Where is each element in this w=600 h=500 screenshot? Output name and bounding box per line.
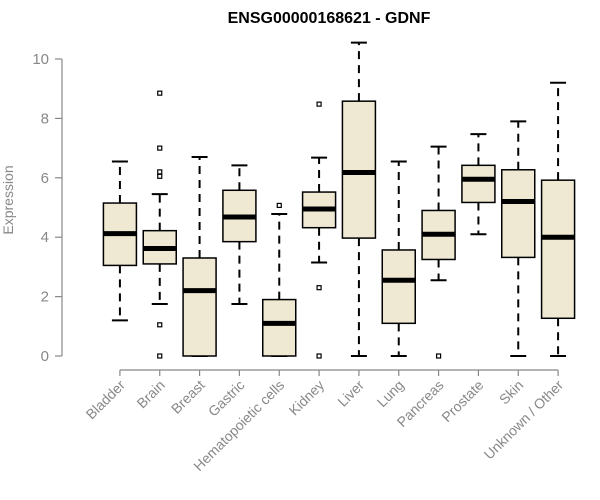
boxes [102, 41, 576, 359]
outlier-point [157, 322, 163, 328]
x-tick-label: Bladder [83, 377, 129, 423]
box-iqr [182, 257, 217, 357]
outlier-point [157, 90, 163, 96]
y-tick-label: 0 [41, 348, 49, 365]
box-iqr [341, 100, 377, 239]
y-axis: 0 2 4 6 8 10 [32, 51, 63, 365]
outlier-point [276, 202, 282, 209]
box-group [341, 41, 377, 357]
y-tick-label: 2 [41, 289, 49, 306]
box-group [222, 164, 257, 306]
y-tick-label: 6 [41, 170, 49, 187]
y-tick-label: 4 [41, 229, 49, 246]
outlier-point [316, 353, 322, 359]
box-group [501, 120, 536, 357]
x-tick-label: Prostate [438, 377, 486, 425]
x-tick-label: Breast [168, 377, 208, 417]
outlier-point [435, 353, 442, 359]
outlier-point [157, 173, 163, 179]
x-tick-label: Liver [334, 377, 367, 410]
outlier-point [316, 285, 322, 291]
y-axis-label: Expression [0, 165, 16, 234]
outlier-point [316, 101, 322, 107]
box-group [102, 160, 138, 322]
box-iqr [540, 179, 576, 320]
y-tick-label: 10 [32, 51, 49, 68]
outlier-point [157, 353, 163, 359]
box-iqr [262, 298, 297, 357]
x-tick-label: Lung [374, 377, 407, 410]
x-tick-label: Skin [496, 377, 527, 408]
outlier-point [157, 145, 163, 151]
box-iqr [381, 249, 416, 325]
box-iqr [501, 169, 536, 259]
outlier-point [157, 169, 163, 175]
box-group [182, 156, 217, 357]
chart-title: ENSG00000168621 - GDNF [228, 10, 431, 27]
x-tick-label: Brain [133, 377, 167, 411]
x-tick-label: Kidney [286, 377, 328, 419]
box-group [461, 133, 496, 236]
box-group [540, 81, 576, 357]
box-group [421, 145, 456, 359]
box-group [301, 101, 337, 359]
box-group [381, 160, 416, 357]
box-group [262, 202, 297, 357]
box-iqr [461, 164, 496, 204]
y-tick-label: 8 [41, 110, 49, 127]
box-group [142, 90, 177, 359]
